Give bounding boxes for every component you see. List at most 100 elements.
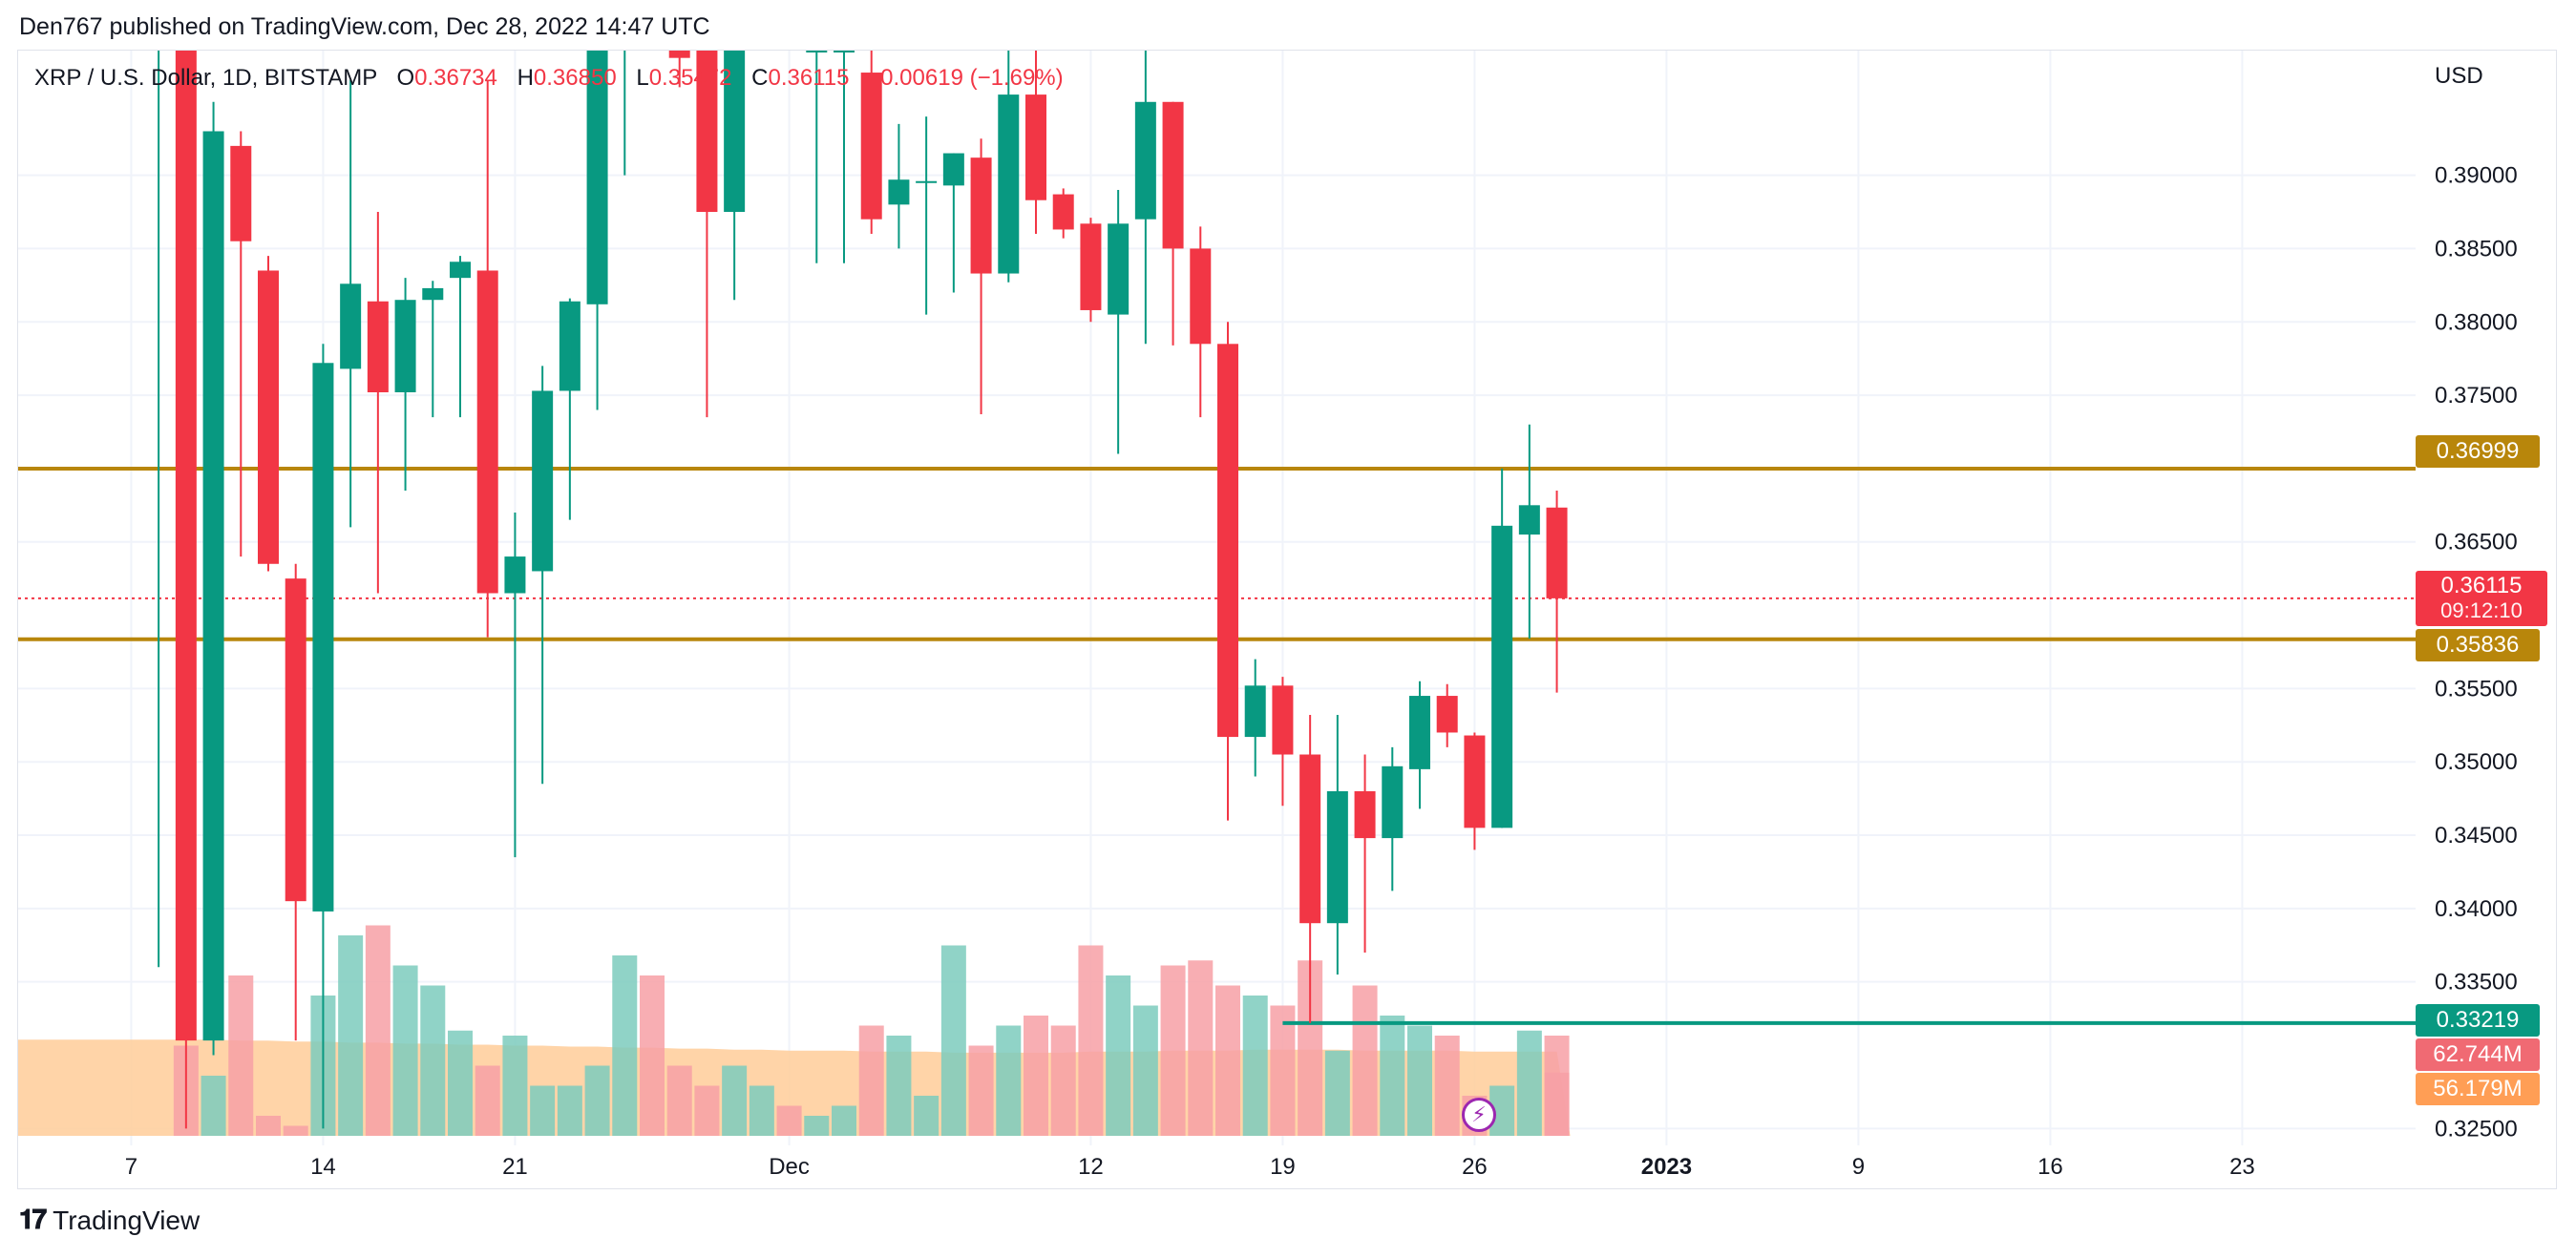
candles-group — [148, 0, 1568, 1129]
volume-bar — [968, 1045, 994, 1136]
volume-bar — [392, 965, 418, 1136]
candle-body — [258, 270, 279, 564]
candle-body — [916, 180, 938, 183]
candle — [834, 51, 855, 263]
support-tag-text: 0.33219 — [2436, 1007, 2520, 1033]
candle — [1190, 226, 1212, 418]
candle — [1272, 677, 1294, 807]
candle-body — [1354, 790, 1376, 839]
candle — [1546, 490, 1568, 693]
candle-body — [450, 262, 471, 279]
time-tick-label: 19 — [1270, 1154, 1296, 1180]
price-tick-label: 0.38500 — [2435, 236, 2518, 262]
volume-bar — [1188, 960, 1214, 1136]
volume-bar — [365, 925, 391, 1136]
candle — [1491, 468, 1513, 828]
volume-tag-text: 62.744M — [2433, 1041, 2523, 1067]
candle-body — [942, 153, 964, 186]
volume-bar — [584, 1065, 610, 1136]
volume-bar — [1434, 1036, 1460, 1136]
volume-bar — [914, 1096, 940, 1136]
candle — [642, 51, 663, 52]
candle-body — [285, 578, 306, 902]
candle-body — [1162, 101, 1184, 249]
candle — [202, 101, 224, 1056]
price-tick-label: 0.34500 — [2435, 823, 2518, 849]
candle-body — [1190, 248, 1212, 345]
candle-body — [1134, 101, 1156, 220]
volume-bar — [640, 975, 665, 1136]
volume-bar — [1324, 1050, 1350, 1136]
candle — [1299, 715, 1321, 1023]
legend-symbol: XRP / U.S. Dollar, 1D, BITSTAMP — [34, 65, 377, 91]
legend-open-value: 0.36734 — [414, 65, 497, 91]
candle — [559, 298, 581, 520]
countdown-text: 09:12:10 — [2440, 598, 2523, 622]
candle — [148, 43, 169, 968]
volume-bar — [996, 1025, 1022, 1136]
tradingview-mark-icon: 𝟏𝟕 — [19, 1205, 47, 1234]
candle-body — [504, 556, 526, 594]
candle-body — [1464, 735, 1486, 828]
legend-change: −0.00619 (−1.69%) — [867, 65, 1064, 91]
volume-bar — [201, 1076, 226, 1136]
volume-bar — [666, 1065, 692, 1136]
candle-body — [1546, 507, 1568, 598]
volume-bar — [1106, 975, 1131, 1136]
time-tick-label: Dec — [769, 1154, 810, 1180]
time-tick-label: 9 — [1852, 1154, 1865, 1180]
candle-body — [1491, 525, 1513, 828]
volume-bar — [283, 1125, 308, 1136]
price-tick-label: 0.36500 — [2435, 530, 2518, 556]
candle — [532, 366, 554, 785]
last-price-text: 0.36115 — [2440, 573, 2523, 598]
level-tag-lower: 0.35836 — [2416, 629, 2540, 661]
volume-bar — [530, 1085, 556, 1136]
candle — [367, 212, 389, 594]
candle-body — [1518, 505, 1540, 535]
candle-body — [1244, 685, 1266, 738]
candle — [1162, 101, 1184, 346]
candle — [476, 79, 498, 638]
candle — [942, 153, 964, 293]
candle-body — [148, 43, 169, 45]
candle — [1025, 51, 1046, 235]
candle — [312, 344, 334, 1129]
candle — [504, 512, 526, 858]
candle-body — [1299, 754, 1321, 924]
volume-bar — [1352, 985, 1378, 1136]
candle-body — [312, 363, 334, 912]
support-tag: 0.33219 — [2416, 1004, 2540, 1037]
volume-bar — [886, 1036, 912, 1136]
volume-bar — [1270, 1005, 1296, 1136]
tradingview-logo[interactable]: 𝟏𝟕 TradingView — [19, 1205, 200, 1236]
volume-bar — [940, 945, 966, 1136]
price-tick-label: 0.38000 — [2435, 309, 2518, 335]
candle — [422, 281, 444, 418]
candle-body — [1080, 223, 1102, 310]
volume-bar — [1380, 1016, 1405, 1136]
price-tick-label: 0.34000 — [2435, 896, 2518, 922]
candle — [1409, 681, 1430, 809]
candle-body — [668, 51, 690, 58]
candle — [450, 256, 471, 418]
candle — [175, 51, 197, 1129]
candle — [806, 51, 828, 263]
price-tick-label: 0.35000 — [2435, 749, 2518, 775]
candle-body — [230, 145, 252, 241]
volume-bar — [1024, 1016, 1048, 1136]
volume-bar — [722, 1065, 748, 1136]
candle — [1080, 218, 1102, 323]
volume-bar — [694, 1085, 720, 1136]
candle — [586, 51, 608, 410]
chart-frame[interactable] — [17, 50, 2557, 1189]
candle-body — [422, 287, 444, 301]
candle — [1052, 188, 1074, 239]
volume-bar — [1407, 1025, 1432, 1136]
candle — [1134, 51, 1156, 345]
candle — [258, 256, 279, 572]
candle — [1108, 189, 1130, 454]
candle-body — [751, 0, 772, 14]
lightning-icon[interactable]: ⚡ — [1462, 1098, 1496, 1132]
